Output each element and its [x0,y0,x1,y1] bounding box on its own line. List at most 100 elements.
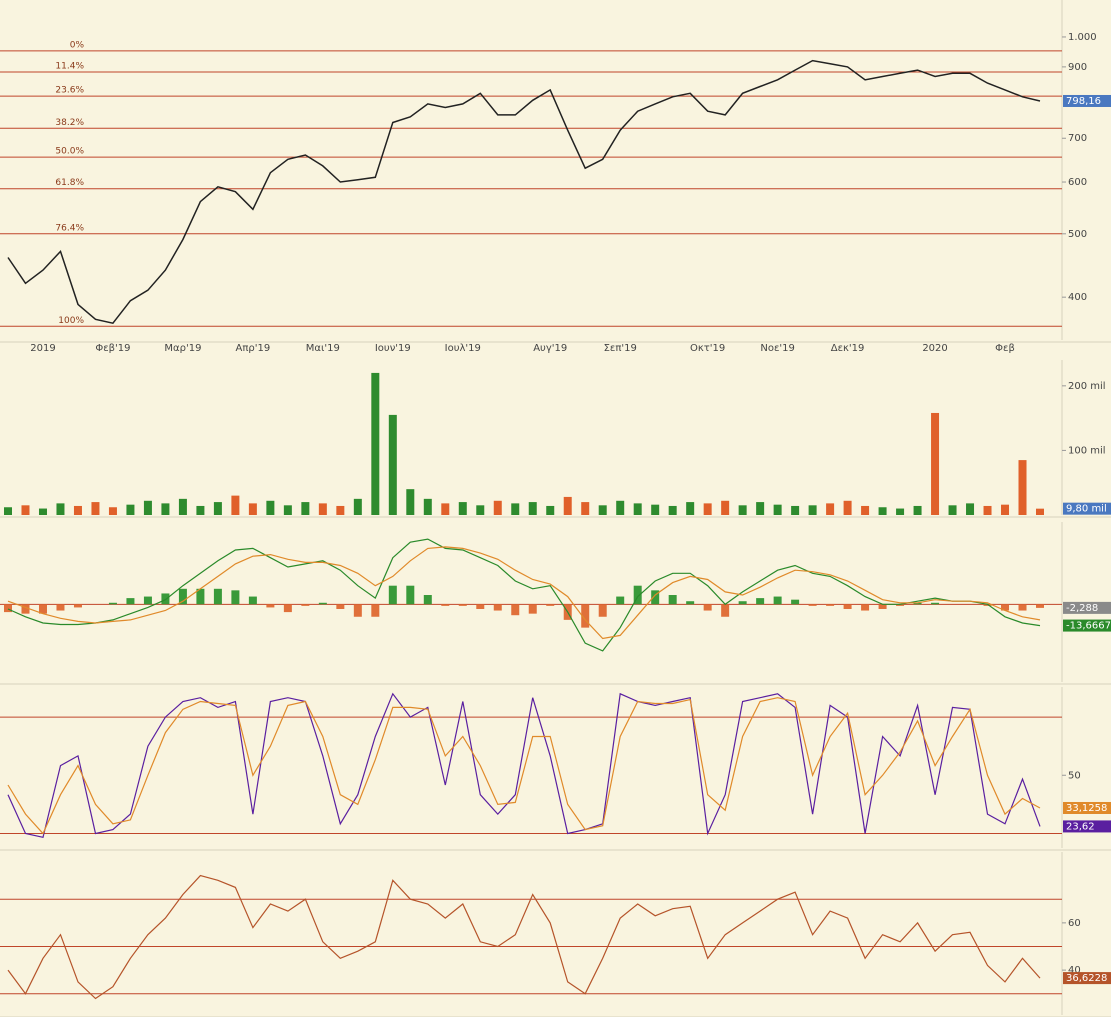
bar [546,604,555,606]
bar [458,502,467,515]
bar [21,604,30,614]
bar [353,604,362,617]
bar [248,503,257,515]
bar [493,604,502,611]
bar [703,503,712,515]
bar [791,599,800,605]
bar [388,414,397,515]
y-tick-label: 400 [1068,292,1087,303]
x-tick-label: Οκτ'19 [690,343,725,354]
bar [773,596,782,605]
bar [913,602,922,605]
value-tag-box [1063,619,1111,632]
bar [406,489,415,515]
bar [686,502,695,515]
value-tag-box [1063,502,1111,515]
level-label: 11.4% [55,61,84,71]
bar [73,604,82,608]
bar [896,604,905,606]
bar [528,502,537,515]
bar [336,604,345,609]
series-line [7,697,1041,835]
bar [126,504,135,515]
x-tick-label: 2019 [30,343,55,354]
bar [38,604,47,614]
bar [301,502,310,515]
bar [528,604,537,614]
level-label: 100% [58,316,84,326]
bar [371,372,380,515]
bar [511,604,520,616]
bar [581,502,590,515]
level-label: 61.8% [55,178,84,188]
bar [143,596,152,605]
bar [38,508,47,515]
bar [1018,604,1027,611]
level-label: 0% [70,40,85,50]
series-line [7,59,1041,325]
bar [4,604,12,613]
x-tick-label: Σεπ'19 [604,343,637,354]
series-line [7,692,1041,839]
series-line [7,874,1041,1000]
y-tick-label: 1.000 [1068,32,1097,43]
bar [931,602,940,605]
bar [178,588,187,605]
bar [196,588,205,605]
y-tick-label: 700 [1068,133,1087,144]
level-label: 76.4% [55,223,84,233]
x-tick-label: Μαι'19 [306,343,340,354]
bar [668,505,677,515]
bar [616,500,625,515]
y-tick-label: 200 mil [1068,381,1106,392]
bar [406,585,415,605]
bar [213,588,222,605]
bar [581,604,590,628]
bar [878,507,887,515]
bar [686,601,695,605]
bar [371,604,380,617]
bar [861,604,870,611]
series-line [7,546,1041,640]
bar [913,505,922,515]
bar [983,505,992,515]
bar [1001,504,1010,515]
value-tag-box [1063,820,1111,833]
bar [633,503,642,515]
bar [756,598,765,605]
bar [721,500,730,515]
bar [301,604,310,606]
x-tick-label: 2020 [922,343,947,354]
value-tag: 798,16 [1066,96,1101,107]
bar [703,604,712,611]
bar [983,604,992,606]
bar [721,604,730,617]
level-label: 23.6% [55,86,84,96]
bar [948,505,957,515]
bar [441,503,450,515]
bar [1036,604,1044,608]
bar [651,504,660,515]
bar [791,505,800,515]
bar [738,601,747,605]
bar [633,585,642,605]
bar [213,502,222,515]
bar [826,604,835,606]
bar [931,412,940,515]
bar [143,500,152,515]
bar [458,604,467,606]
bar [423,595,432,605]
bar [808,505,817,515]
bar [808,604,817,606]
bar [56,604,65,611]
bar [248,596,257,605]
bar [1018,460,1027,515]
bar [353,498,362,515]
bar [231,590,240,605]
series-line [7,538,1041,652]
x-tick-label: Απρ'19 [236,343,271,354]
bar [1001,604,1010,611]
bar [598,505,607,515]
bar [826,503,835,515]
x-tick-label: Μαρ'19 [164,343,201,354]
